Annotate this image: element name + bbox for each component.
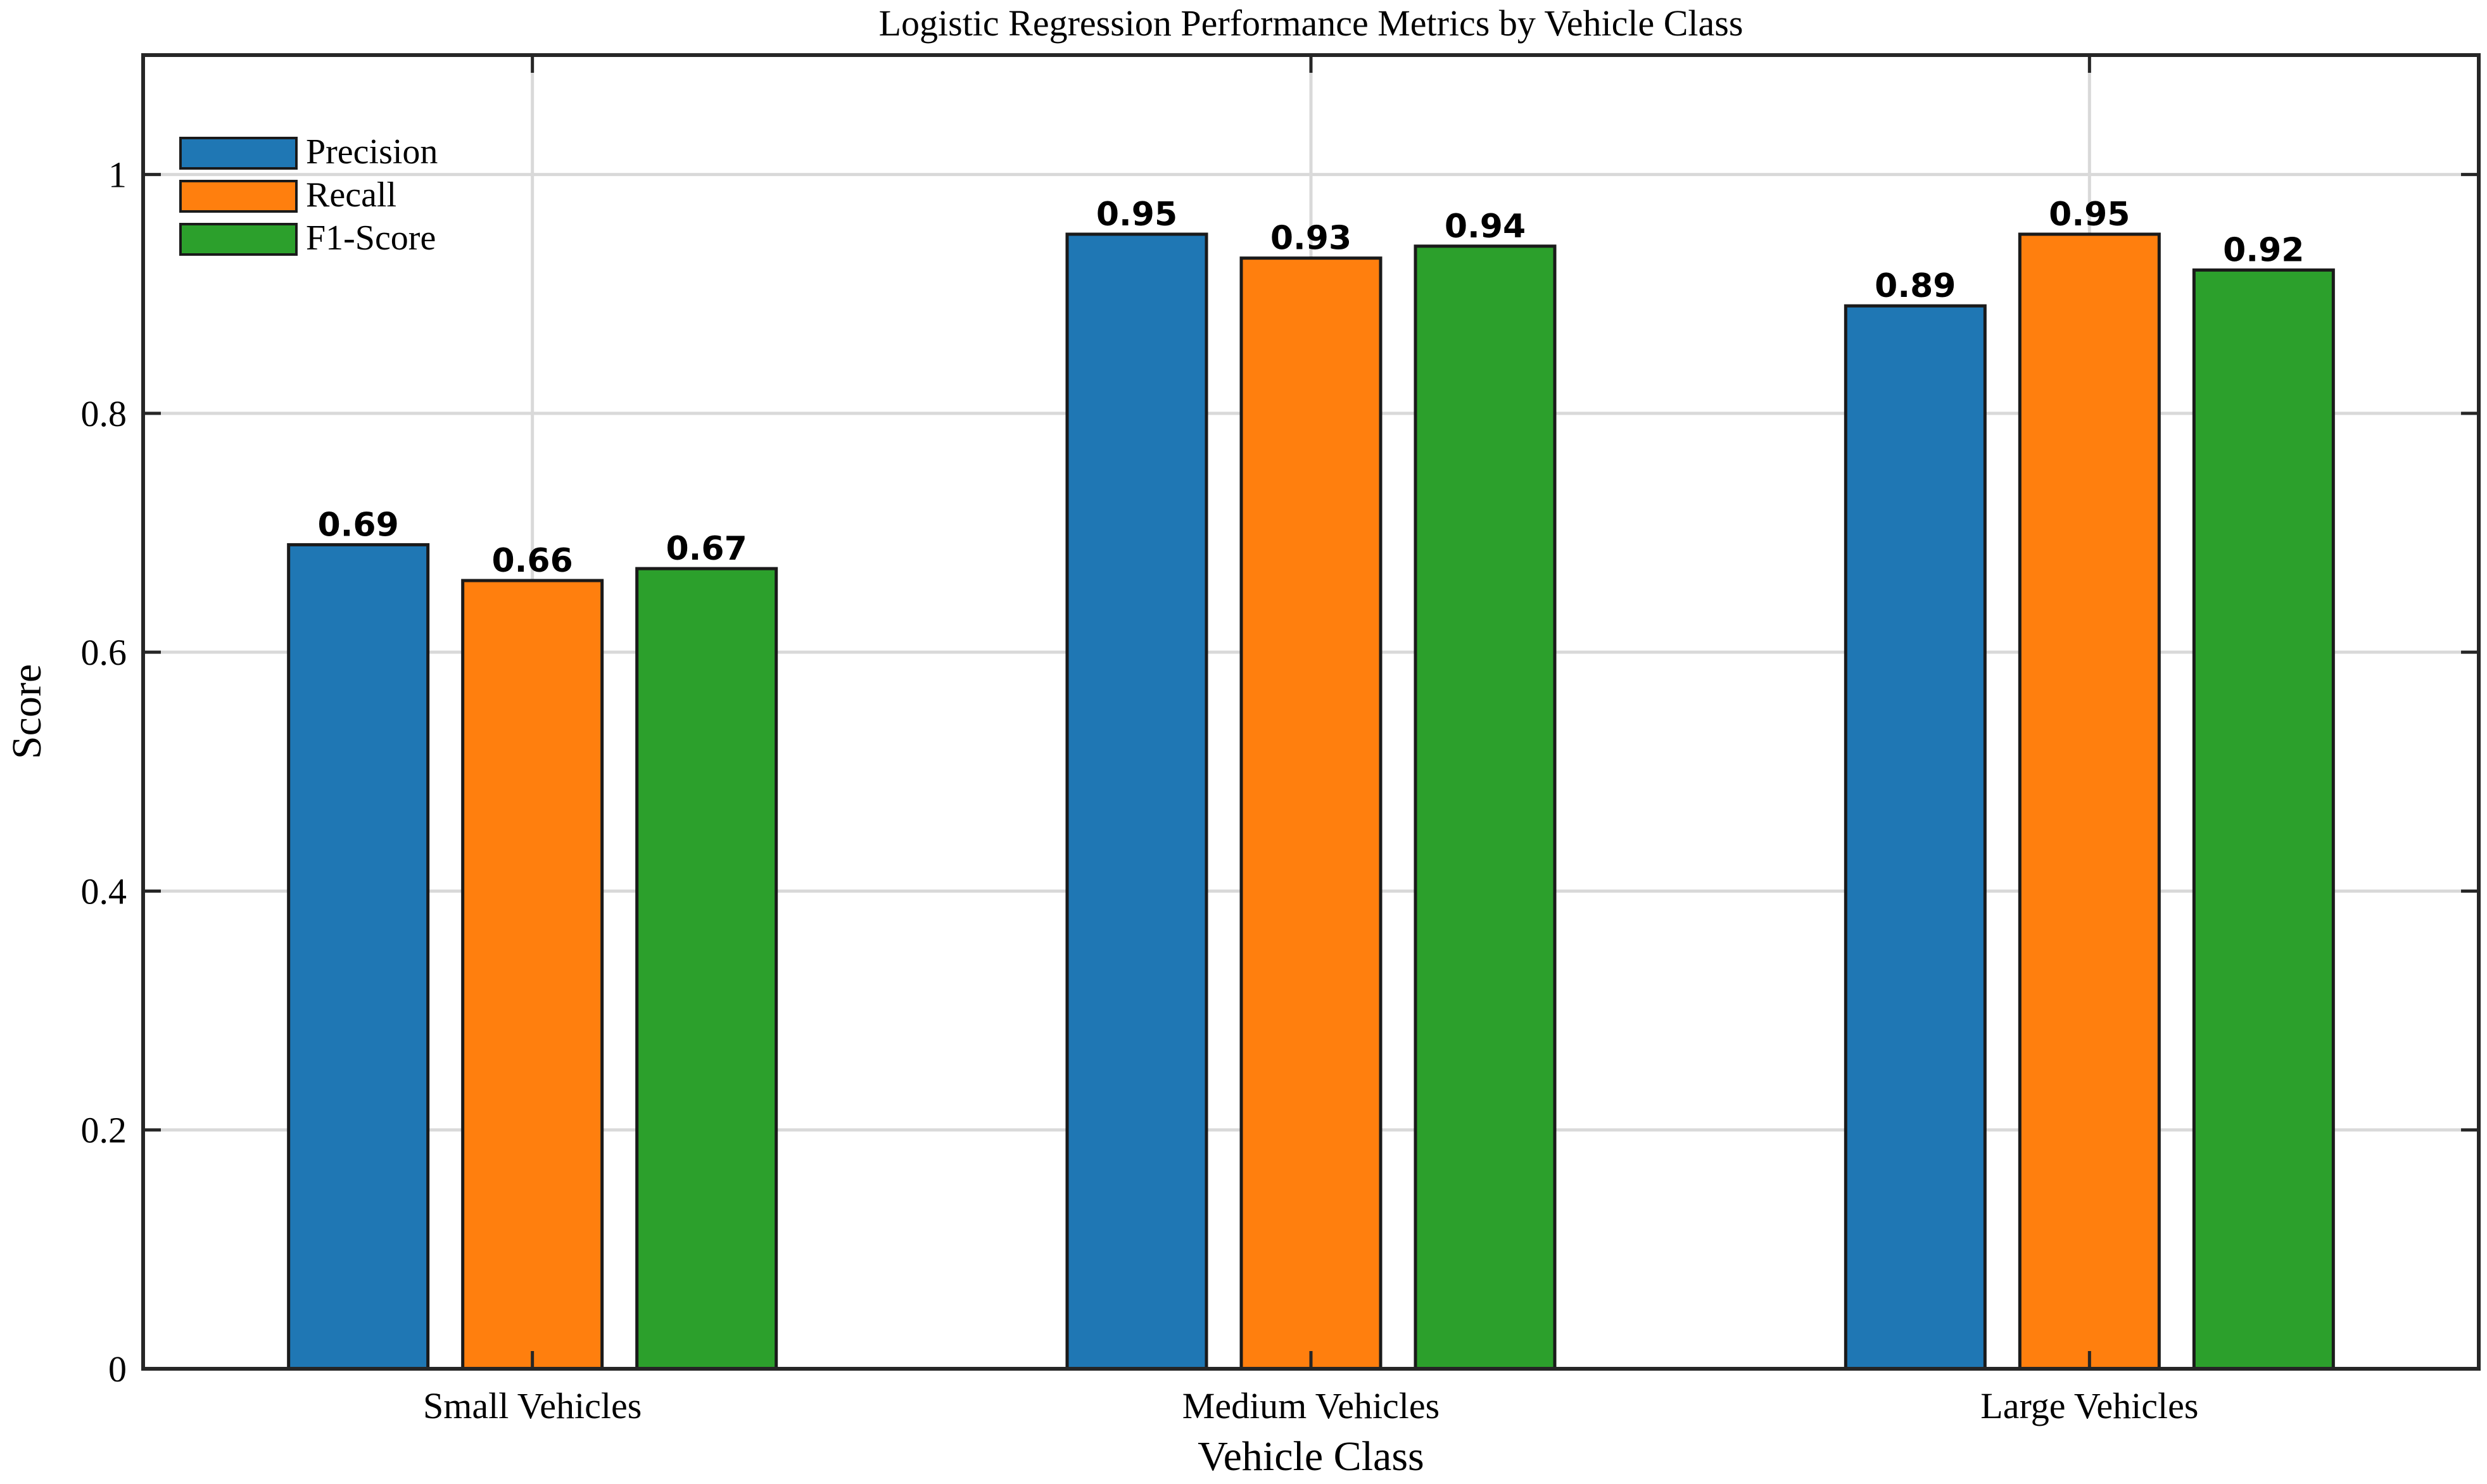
x-axis-label: Vehicle Class	[1198, 1433, 1424, 1480]
axis-ticks: 0 0.2 0.4 0.6 0.8 1 Small Vehicles Medium Vehic…	[81, 55, 2479, 1426]
data-label: 0.93	[1270, 220, 1351, 258]
data-label: 0.94	[1445, 208, 1526, 246]
data-label: 0.92	[2223, 232, 2304, 270]
y-tick-label: 0	[108, 1349, 127, 1390]
data-label: 0.69	[318, 506, 399, 544]
legend-swatch	[179, 223, 298, 256]
legend-swatch	[179, 137, 298, 170]
bar-precision	[1065, 232, 1208, 1371]
y-tick-label: 0.6	[81, 632, 127, 673]
bar-recall	[2018, 232, 2161, 1371]
data-label: 0.89	[1875, 267, 1956, 305]
data-labels: 0.69 0.66 0.67 0.95 0.93 0.94 0.89 0.95 0.92	[318, 196, 2305, 580]
legend-label: F1-Score	[306, 218, 436, 258]
data-label: 0.67	[666, 530, 747, 568]
bar-precision	[287, 543, 430, 1371]
y-axis-label: Score	[4, 664, 50, 759]
bars	[287, 232, 2335, 1371]
y-tick-label: 0.4	[81, 871, 127, 912]
legend-swatch	[179, 180, 298, 213]
bar-f1-score	[635, 567, 778, 1371]
x-tick-label: Small Vehicles	[423, 1385, 642, 1426]
data-label: 0.66	[492, 542, 573, 580]
y-tick-label: 0.2	[81, 1110, 127, 1151]
data-label: 0.95	[2049, 196, 2130, 234]
legend-label: Precision	[306, 132, 438, 172]
x-tick-label: Medium Vehicles	[1182, 1385, 1440, 1426]
data-label: 0.95	[1096, 196, 1177, 234]
legend-label: Recall	[306, 175, 396, 215]
bar-f1-score	[2192, 268, 2335, 1371]
y-tick-label: 1	[108, 154, 127, 196]
bar-f1-score	[1414, 244, 1557, 1371]
chart-title: Logistic Regression Performance Metrics …	[879, 3, 1743, 44]
bar-recall	[1239, 256, 1383, 1371]
y-tick-label: 0.8	[81, 393, 127, 434]
bar-precision	[1844, 304, 1987, 1371]
x-tick-label: Large Vehicles	[1980, 1385, 2198, 1426]
bar-recall	[461, 579, 604, 1371]
